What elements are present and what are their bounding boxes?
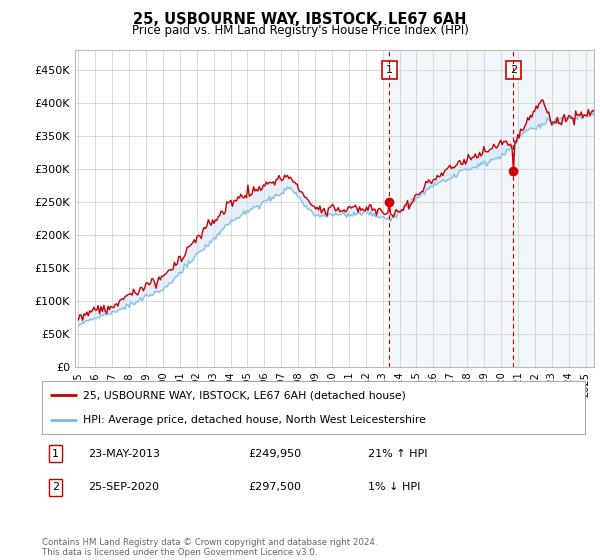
Text: £297,500: £297,500 xyxy=(248,482,301,492)
Text: HPI: Average price, detached house, North West Leicestershire: HPI: Average price, detached house, Nort… xyxy=(83,414,425,424)
Text: 2: 2 xyxy=(52,482,59,492)
Text: 1% ↓ HPI: 1% ↓ HPI xyxy=(368,482,420,492)
Text: 1: 1 xyxy=(52,449,59,459)
Text: 21% ↑ HPI: 21% ↑ HPI xyxy=(368,449,427,459)
Text: Price paid vs. HM Land Registry's House Price Index (HPI): Price paid vs. HM Land Registry's House … xyxy=(131,24,469,37)
Text: £249,950: £249,950 xyxy=(248,449,301,459)
Text: Contains HM Land Registry data © Crown copyright and database right 2024.
This d: Contains HM Land Registry data © Crown c… xyxy=(42,538,377,557)
Text: 25-SEP-2020: 25-SEP-2020 xyxy=(88,482,159,492)
Text: 1: 1 xyxy=(386,65,393,75)
Text: 25, USBOURNE WAY, IBSTOCK, LE67 6AH: 25, USBOURNE WAY, IBSTOCK, LE67 6AH xyxy=(133,12,467,27)
Text: 23-MAY-2013: 23-MAY-2013 xyxy=(88,449,160,459)
Text: 2: 2 xyxy=(510,65,517,75)
Text: 25, USBOURNE WAY, IBSTOCK, LE67 6AH (detached house): 25, USBOURNE WAY, IBSTOCK, LE67 6AH (det… xyxy=(83,390,406,400)
